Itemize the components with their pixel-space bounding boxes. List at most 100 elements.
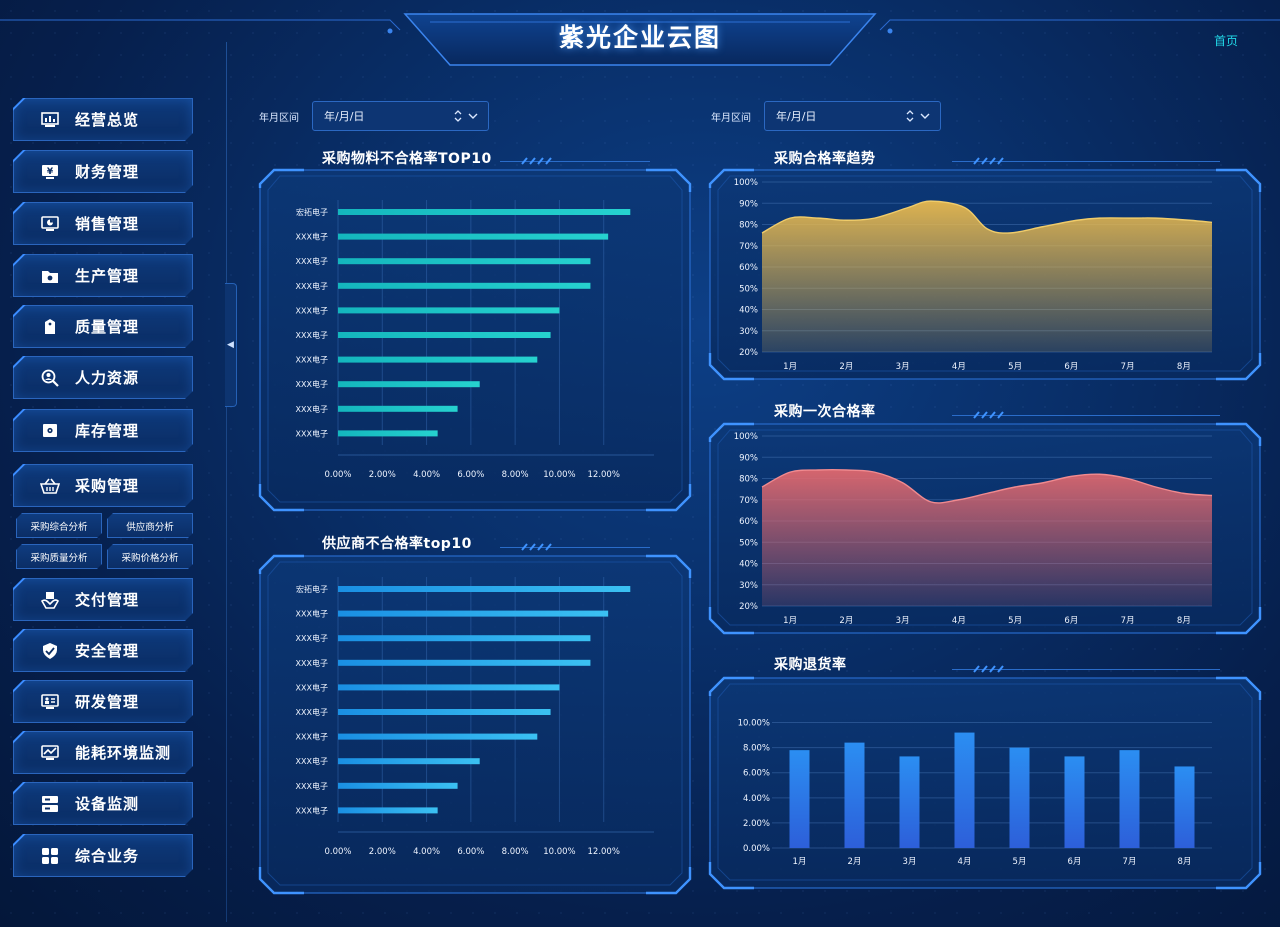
material-defect-chart: 0.00% 2.00% 4.00% 6.00% 8.00% 10.00% 12.00% 宏拓电… xyxy=(296,200,654,480)
x-tick-label: 8月 xyxy=(1177,616,1191,626)
sub-item-supplier-analysis[interactable]: 供应商分析 xyxy=(107,513,193,538)
bar xyxy=(844,742,865,848)
y-tick-label: 30% xyxy=(739,327,758,337)
sidebar-item-rnd[interactable]: 研发管理 xyxy=(13,680,193,723)
y-tick-label: 60% xyxy=(739,517,758,527)
x-tick-label: 7月 xyxy=(1121,362,1135,372)
x-tick-label: 8.00% xyxy=(502,847,529,857)
bar xyxy=(338,659,591,666)
category-label: XXX电子 xyxy=(296,781,328,791)
sidebar-item-overview[interactable]: 经营总览 xyxy=(13,98,193,141)
sidebar-item-label: 生产管理 xyxy=(75,267,140,285)
panel-stripe xyxy=(981,411,988,419)
sidebar-item-delivery[interactable]: 交付管理 xyxy=(13,578,193,621)
x-tick-label: 8月 xyxy=(1178,857,1192,867)
chevron-down-icon xyxy=(920,113,930,119)
category-label: XXX电子 xyxy=(296,355,328,365)
bar xyxy=(338,586,631,592)
x-tick-label: 4月 xyxy=(952,616,966,626)
x-tick-label: 1月 xyxy=(793,857,807,867)
panel-stripe xyxy=(537,157,544,165)
panel-corner xyxy=(646,168,692,192)
x-tick-label: 2月 xyxy=(848,857,862,867)
panel-stripe xyxy=(989,665,996,673)
sidebar-item-label: 库存管理 xyxy=(75,422,140,440)
sidebar-item-label: 安全管理 xyxy=(75,642,140,660)
y-tick-label: 60% xyxy=(739,263,758,273)
y-tick-label: 6.00% xyxy=(743,769,770,779)
sidebar-item-safety[interactable]: 安全管理 xyxy=(13,629,193,672)
category-label: XXX电子 xyxy=(296,232,328,242)
return-rate-chart: 0.00% 2.00% 4.00% 6.00% 8.00% 10.00% 1月 2月 3月 4月 5… xyxy=(738,719,1212,867)
bar xyxy=(1174,766,1195,848)
sub-item-purchasing-quality[interactable]: 采购质量分析 xyxy=(16,544,102,569)
supplier-defect-chart: 0.00% 2.00% 4.00% 6.00% 8.00% 10.00% 12.00% 宏拓电… xyxy=(296,577,654,857)
date-range-select[interactable]: 年/月/日 xyxy=(312,101,489,131)
sidebar-item-quality[interactable]: 质量管理 xyxy=(13,305,193,348)
panel-stripe xyxy=(529,543,536,551)
x-tick-label: 0.00% xyxy=(324,470,351,480)
y-tick-label: 90% xyxy=(739,453,758,463)
basket-icon xyxy=(40,476,60,496)
sub-item-purchasing-price[interactable]: 采购价格分析 xyxy=(107,544,193,569)
x-tick-label: 10.00% xyxy=(543,470,575,480)
sidebar-item-production[interactable]: 生产管理 xyxy=(13,254,193,297)
category-label: XXX电子 xyxy=(296,756,328,766)
x-tick-label: 2.00% xyxy=(369,847,396,857)
collapse-sidebar-button[interactable]: ◀ xyxy=(225,283,237,407)
x-tick-label: 6月 xyxy=(1064,362,1078,372)
bar xyxy=(1119,750,1140,848)
sidebar-item-finance[interactable]: ¥ 财务管理 xyxy=(13,150,193,193)
bar xyxy=(338,430,438,437)
sidebar-item-general-business[interactable]: 综合业务 xyxy=(13,834,193,877)
bar xyxy=(338,635,591,642)
sidebar-item-label: 质量管理 xyxy=(75,318,140,336)
panel-title-first-pass-rate: 采购一次合格率 xyxy=(774,404,876,420)
y-tick-label: 100% xyxy=(734,178,758,188)
category-label: XXX电子 xyxy=(296,379,328,389)
panel-title-pass-rate-trend: 采购合格率趋势 xyxy=(774,151,876,167)
bar xyxy=(789,750,810,848)
category-label: XXX电子 xyxy=(296,658,328,668)
sidebar-item-label: 采购管理 xyxy=(75,477,140,495)
panel-stripe xyxy=(529,157,536,165)
sidebar-item-purchasing[interactable]: 采购管理 xyxy=(13,464,193,507)
bar xyxy=(338,733,538,740)
panel-stripe xyxy=(989,411,996,419)
date-range-select[interactable]: 年/月/日 xyxy=(764,101,941,131)
sidebar-item-inventory[interactable]: 库存管理 xyxy=(13,409,193,452)
sidebar-item-hr[interactable]: 人力资源 xyxy=(13,356,193,399)
bar xyxy=(1064,756,1085,848)
shield-hand-icon xyxy=(40,641,60,661)
x-tick-label: 5月 xyxy=(1008,616,1022,626)
chevron-left-icon: ◀ xyxy=(227,340,234,350)
sidebar-item-sales[interactable]: 销售管理 xyxy=(13,202,193,245)
panel-corner xyxy=(1216,676,1262,700)
sidebar-item-equipment-monitoring[interactable]: 设备监测 xyxy=(13,782,193,825)
x-tick-label: 5月 xyxy=(1013,857,1027,867)
x-tick-label: 1月 xyxy=(783,616,797,626)
home-link[interactable]: 首页 xyxy=(1213,34,1238,48)
y-tick-label: 70% xyxy=(739,496,758,506)
pass-rate-trend-chart: 20% 30% 40% 50% 60% 70% 80% 90% 100% 1月 2月 3月 4月 5月 6月… xyxy=(734,178,1213,372)
bar xyxy=(338,405,458,412)
sidebar-item-label: 销售管理 xyxy=(75,215,140,233)
x-tick-label: 2月 xyxy=(839,616,853,626)
bar xyxy=(338,610,609,617)
panel-stripe xyxy=(973,157,980,165)
category-label: XXX电子 xyxy=(296,732,328,742)
sub-item-purchasing-overview[interactable]: 采购综合分析 xyxy=(16,513,102,538)
y-tick-label: 10.00% xyxy=(738,719,770,729)
page-title: 紫光企业云图 xyxy=(558,23,721,52)
y-tick-label: 4.00% xyxy=(743,794,770,804)
panel-stripe xyxy=(545,157,552,165)
panel-corner xyxy=(258,168,304,188)
grid-icon xyxy=(40,846,60,866)
sidebar-item-label: 综合业务 xyxy=(75,847,140,865)
sidebar-item-energy-monitoring[interactable]: 能耗环境监测 xyxy=(13,731,193,774)
panel-stripe xyxy=(989,157,996,165)
panel-stripe xyxy=(521,157,528,165)
y-tick-label: 8.00% xyxy=(743,744,770,754)
y-tick-label: 80% xyxy=(739,221,758,231)
panel-corner xyxy=(708,676,754,696)
